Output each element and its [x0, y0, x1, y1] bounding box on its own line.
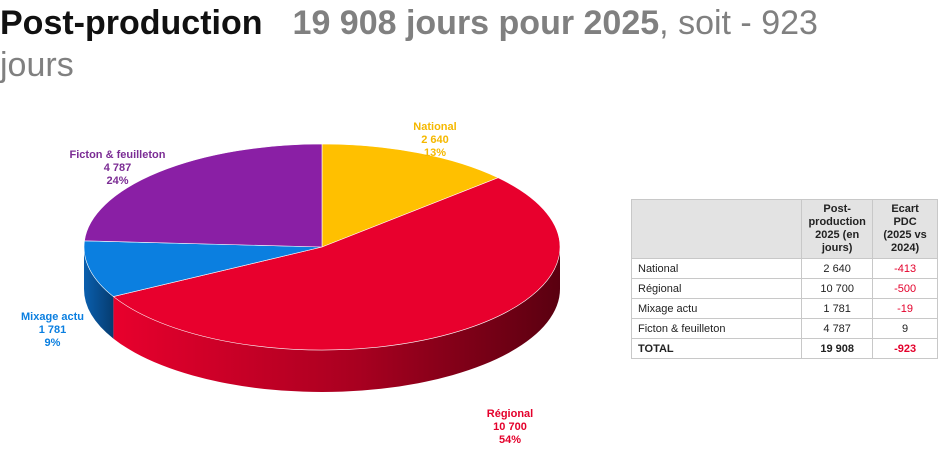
- row-label: Ficton & feuilleton: [630, 318, 803, 339]
- row-value: 2 640: [801, 258, 874, 279]
- pie-slice-mixage-actu: [83, 240, 323, 297]
- table-row: National 2 640 -413: [630, 258, 938, 279]
- row-diff: -19: [872, 298, 938, 319]
- title-subtitle-bold: 19 908 jours pour 2025: [292, 4, 660, 42]
- slice-label-national: National 2 640 13%: [390, 121, 480, 160]
- slice-label-name: Régional: [486, 408, 534, 420]
- table-row: Ficton & feuilleton 4 787 9: [630, 318, 938, 339]
- total-label: TOTAL: [630, 338, 803, 359]
- table-header-cell: Post-production 2025 (en jours): [801, 199, 874, 259]
- data-table: Post-production 2025 (en jours) Ecart PD…: [630, 199, 938, 359]
- slice-label-fiction: Ficton & feuilleton 4 787 24%: [55, 149, 180, 188]
- pie-side-mixage-actu: [84, 247, 114, 339]
- slice-label-name: Mixage actu: [21, 311, 84, 323]
- pie-tops: [83, 143, 561, 351]
- title-subtitle-rest: , soit - 923 jours: [0, 4, 818, 84]
- slice-label-value: 10 700: [493, 421, 527, 433]
- slice-label-regional: Régional 10 700 54%: [470, 408, 550, 447]
- table-row: Régional 10 700 -500: [630, 278, 938, 299]
- slice-label-percent: 54%: [498, 434, 522, 446]
- row-value: 10 700: [801, 278, 874, 299]
- slice-label-value: 1 781: [38, 324, 67, 336]
- total-value: 19 908: [801, 338, 874, 359]
- slice-label-value: 4 787: [103, 162, 132, 174]
- row-diff: 9: [872, 318, 938, 339]
- slice-label-name: Ficton & feuilleton: [69, 149, 166, 161]
- title-main: Post-production: [0, 4, 263, 42]
- row-diff: -413: [872, 258, 938, 279]
- table-header-cell: Ecart PDC (2025 vs 2024): [872, 199, 938, 259]
- row-label: Mixage actu: [630, 298, 803, 319]
- page-title: Post-production 19 908 jours pour 2025, s…: [0, 2, 900, 86]
- slice-label-percent: 13%: [423, 147, 447, 159]
- table-row: Mixage actu 1 781 -19: [630, 298, 938, 319]
- slice-label-percent: 9%: [44, 337, 61, 349]
- row-diff: -500: [872, 278, 938, 299]
- pie-chart: [83, 143, 561, 392]
- pie-slice-fiction-feuilleton: [84, 143, 323, 248]
- pie-sides: [84, 247, 560, 392]
- row-label: Régional: [630, 278, 803, 299]
- slice-label-value: 2 640: [421, 134, 449, 146]
- row-label: National: [630, 258, 803, 279]
- pie-side-regional: [113, 247, 560, 392]
- pie-slice-national: [321, 143, 499, 248]
- table-header-cell: [630, 199, 803, 259]
- slice-label-percent: 24%: [106, 175, 129, 187]
- slice-label-name: National: [413, 121, 457, 133]
- table-header-row: Post-production 2025 (en jours) Ecart PD…: [630, 199, 938, 259]
- table-total-row: TOTAL 19 908 -923: [630, 338, 938, 359]
- slice-label-mixage: Mixage actu 1 781 9%: [10, 311, 95, 350]
- row-value: 4 787: [801, 318, 874, 339]
- total-diff: -923: [872, 338, 938, 359]
- pie-slice-regional: [112, 177, 561, 351]
- row-value: 1 781: [801, 298, 874, 319]
